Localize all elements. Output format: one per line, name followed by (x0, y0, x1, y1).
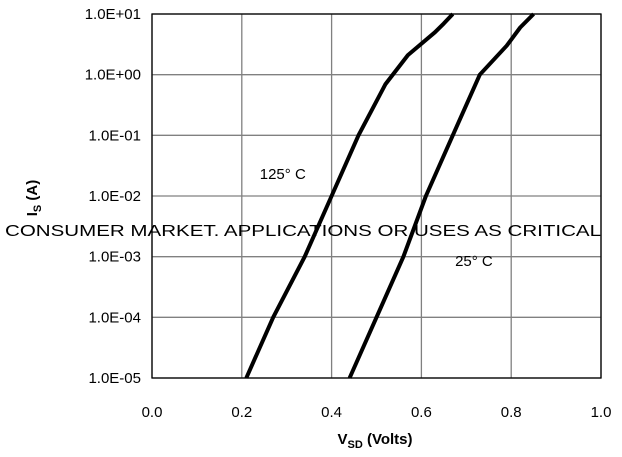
temperature-annotation: 25° C (455, 253, 493, 270)
x-axis-title-main: V (337, 431, 347, 448)
x-tick-label: 0.4 (321, 404, 342, 421)
y-tick-label: 1.0E-04 (88, 309, 141, 326)
overlay-text: CONSUMER MARKET. APPLICATIONS OR USES AS… (5, 223, 601, 240)
y-tick-label: 1.0E+00 (85, 67, 141, 84)
y-axis-title-main: I (24, 212, 41, 216)
series-group (244, 12, 536, 379)
x-tick-label: 0.2 (231, 404, 252, 421)
temperature-annotation: 125° C (260, 166, 306, 183)
x-tick-labels: 0.0 0.2 0.4 0.6 0.8 1.0 (142, 404, 612, 421)
y-tick-label: 1.0E-03 (88, 249, 141, 266)
y-tick-labels: 1.0E-05 1.0E-04 1.0E-03 1.0E-02 1.0E-01 1.0E+… (85, 6, 141, 387)
plot-frame (151, 13, 602, 379)
x-axis-title-sub: SD (348, 439, 363, 451)
x-tick-label: 0.0 (142, 404, 163, 421)
annotations: 125° C 25° C (260, 166, 493, 270)
y-axis-title-suffix: (A) (24, 180, 41, 205)
x-tick-label: 1.0 (591, 404, 612, 421)
y-axis-title: IS (A) (24, 180, 44, 217)
series-line-1 (244, 12, 455, 379)
series-line-2 (347, 12, 536, 379)
y-tick-label: 1.0E-02 (88, 188, 141, 205)
x-tick-label: 0.8 (501, 404, 522, 421)
y-axis-title-sub: S (32, 205, 44, 212)
y-tick-label: 1.0E-05 (88, 370, 141, 387)
y-tick-label: 1.0E-01 (88, 127, 141, 144)
x-axis-title-suffix: (Volts) (363, 431, 413, 448)
grid (151, 13, 602, 379)
y-tick-label: 1.0E+01 (85, 6, 141, 23)
x-axis-title: VSD (Volts) (337, 431, 412, 451)
x-tick-label: 0.6 (411, 404, 432, 421)
